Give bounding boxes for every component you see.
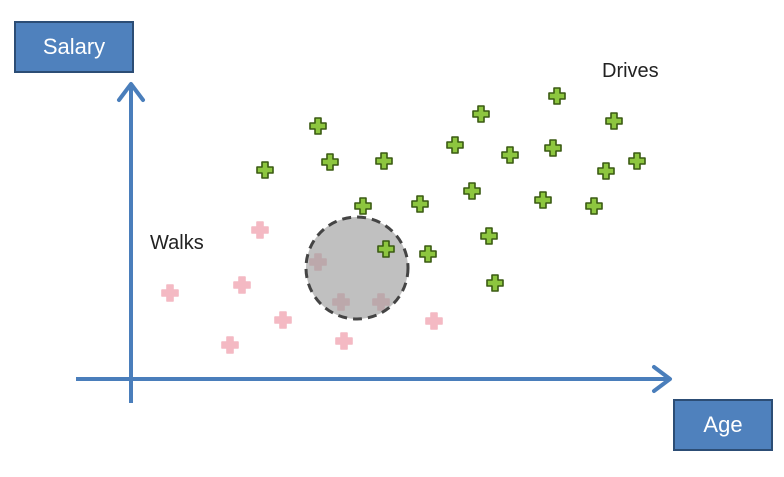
x-axis-arrowhead xyxy=(652,365,672,393)
drives-point-10 xyxy=(375,152,393,170)
neighborhood-circle xyxy=(304,215,410,321)
drives-point-18 xyxy=(480,227,498,245)
walks-point-3 xyxy=(161,284,179,302)
drives-point-19 xyxy=(377,240,395,258)
drives-point-6 xyxy=(501,146,519,164)
drives-point-13 xyxy=(463,182,481,200)
walks-point-9 xyxy=(221,336,239,354)
walks-point-10 xyxy=(335,332,353,350)
x-axis-label: Age xyxy=(673,399,773,451)
drives-point-12 xyxy=(628,152,646,170)
y-axis-label: Salary xyxy=(14,21,134,73)
drives-point-21 xyxy=(486,274,504,292)
drives-point-5 xyxy=(446,136,464,154)
walks-group-label: Walks xyxy=(150,232,204,254)
drives-point-4 xyxy=(605,112,623,130)
drives-point-20 xyxy=(419,245,437,263)
drives-point-9 xyxy=(321,153,339,171)
walks-point-7 xyxy=(274,311,292,329)
drives-point-17 xyxy=(585,197,603,215)
drives-point-8 xyxy=(256,161,274,179)
walks-point-1 xyxy=(251,221,269,239)
drives-point-15 xyxy=(354,197,372,215)
walks-point-8 xyxy=(425,312,443,330)
drives-point-14 xyxy=(534,191,552,209)
y-axis-arrowhead xyxy=(117,82,145,102)
drives-point-2 xyxy=(472,105,490,123)
drives-point-1 xyxy=(548,87,566,105)
drives-point-3 xyxy=(309,117,327,135)
drives-point-16 xyxy=(411,195,429,213)
drives-group-label: Drives xyxy=(602,60,659,82)
drives-point-11 xyxy=(597,162,615,180)
walks-point-4 xyxy=(233,276,251,294)
drives-point-7 xyxy=(544,139,562,157)
